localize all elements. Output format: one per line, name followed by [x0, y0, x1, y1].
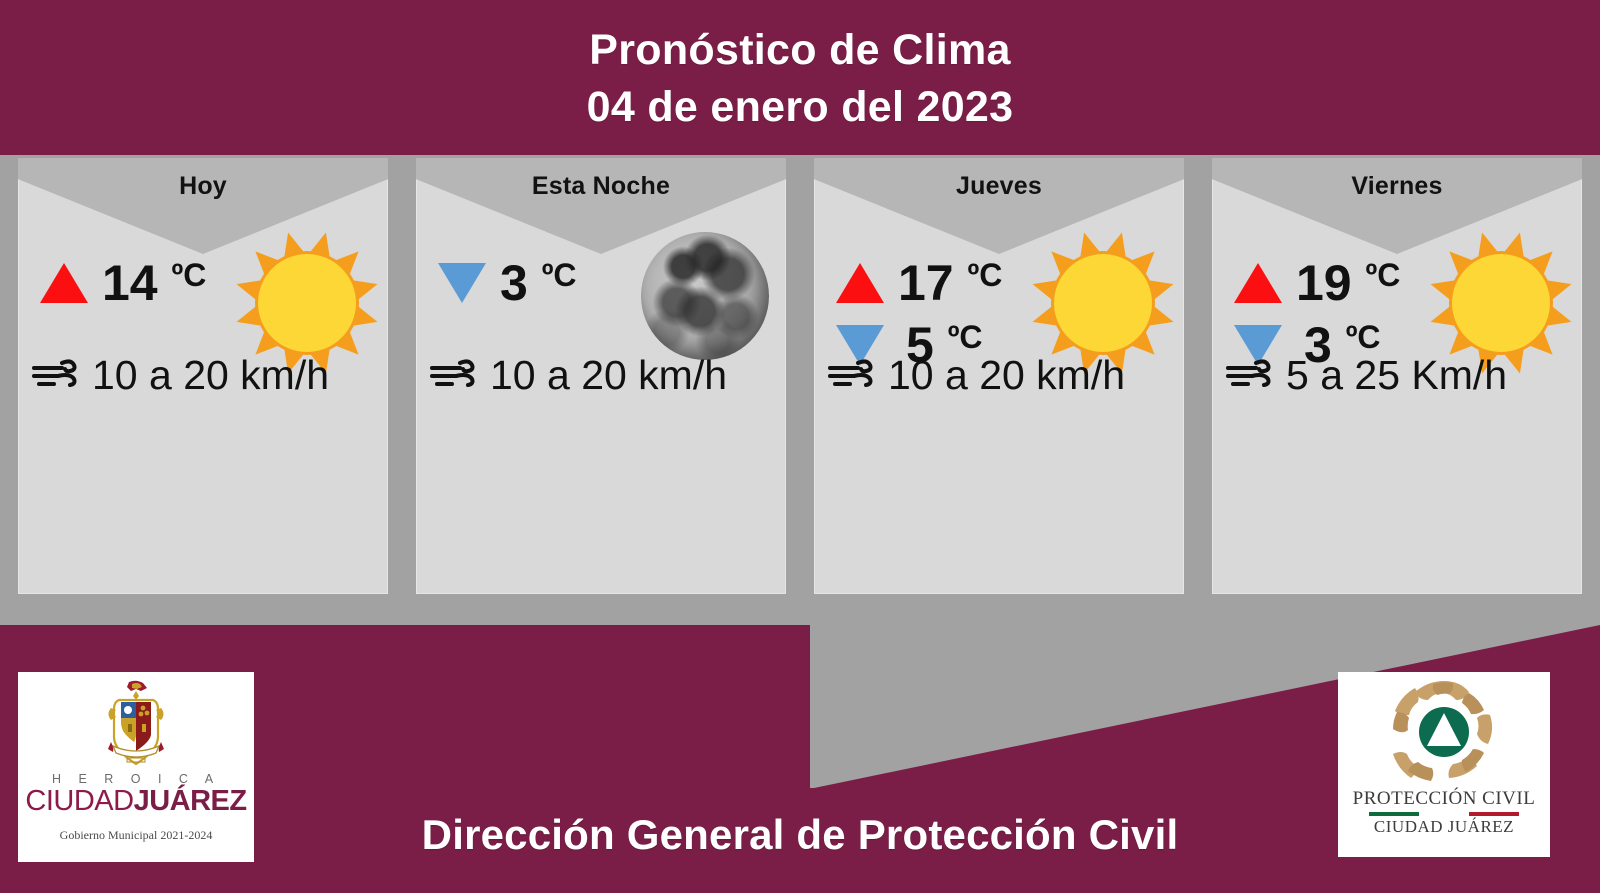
weather-condition-icon [630, 228, 780, 383]
forecast-card-0: Hoy 14 ºC 10 a 20 km/h [18, 158, 388, 594]
temp-high-up-arrow-icon [1234, 263, 1282, 303]
coat-of-arms-icon [108, 680, 164, 766]
wind-speed-text: 5 a 25 Km/h [1286, 352, 1508, 398]
temperature-row: 14 ºC [40, 252, 255, 314]
temperature-row: 3 ºC [438, 252, 653, 314]
temperature-value: 14 ºC [102, 258, 206, 308]
wind-row: 10 a 20 km/h [18, 355, 388, 396]
logo-gobierno-text: Gobierno Municipal 2021-2024 [59, 828, 213, 842]
temperature-number: 3 [500, 255, 528, 311]
forecast-card-2: Jueves 17 ºC 5 ºC 10 a 20 km/h [814, 158, 1184, 594]
weather-condition-icon [1426, 228, 1576, 383]
temperature-number: 5 [906, 317, 934, 373]
temperature-unit: ºC [947, 319, 983, 355]
sun-icon [1028, 228, 1178, 378]
card-day-title: Hoy [179, 172, 227, 200]
temperature-zone: 3 ºC [416, 244, 786, 379]
logo-heroica-text: H E R O I C A [51, 772, 221, 786]
temp-low-down-arrow-icon [836, 325, 884, 365]
temperature-number: 17 [898, 255, 954, 311]
temp-high-up-arrow-icon [836, 263, 884, 303]
temperature-zone: 17 ºC 5 ºC [814, 244, 1184, 379]
weather-condition-icon [232, 228, 382, 383]
card-day-title: Jueves [956, 172, 1042, 200]
wind-speed-text: 10 a 20 km/h [490, 352, 728, 398]
sun-core [1054, 254, 1152, 352]
forecast-card-1: Esta Noche 3 ºC 10 a 20 km/h [416, 158, 786, 594]
wind-row: 10 a 20 km/h [416, 355, 786, 396]
temperature-unit: ºC [171, 257, 207, 293]
weather-condition-icon [1028, 228, 1178, 383]
moon-icon [641, 232, 769, 360]
sun-core [1452, 254, 1550, 352]
footer-title: Dirección General de Protección Civil [421, 811, 1179, 858]
sun-core [258, 254, 356, 352]
temp-low-down-arrow-icon [438, 263, 486, 303]
page-title-line1: Pronóstico de Clima [589, 26, 1011, 74]
logo-juarez-text: JUÁREZ [133, 785, 248, 817]
temperature-unit: ºC [541, 257, 577, 293]
pc-title-text: PROTECCIÓN CIVIL [1352, 788, 1536, 809]
temperature-value: 3 ºC [500, 258, 577, 308]
temperature-value: 3 ºC [1304, 320, 1381, 370]
proteccion-civil-logo: PROTECCIÓN CIVIL CIUDAD JUÁREZ [1338, 672, 1550, 857]
temperature-row: 5 ºC [836, 314, 1051, 376]
temperature-number: 3 [1304, 317, 1332, 373]
wind-icon [430, 358, 475, 387]
sun-icon [1426, 228, 1576, 378]
wind-icon [1226, 358, 1271, 387]
temperature-value: 19 ºC [1296, 258, 1400, 308]
temperature-value: 5 ºC [906, 320, 983, 370]
forecast-cards-row: Hoy 14 ºC 10 a 20 km/h Esta Noche 3 ºC 10 a 2… [0, 158, 1600, 594]
wind-row: 10 a 20 km/h [814, 355, 1184, 396]
temperature-row: 3 ºC [1234, 314, 1449, 376]
temp-high-up-arrow-icon [40, 263, 88, 303]
header-banner: Pronóstico de Clima 04 de enero del 2023 [0, 0, 1600, 155]
wind-icon [32, 358, 77, 387]
wind-speed-text: 10 a 20 km/h [888, 352, 1126, 398]
card-day-title: Esta Noche [531, 172, 671, 200]
temperature-number: 14 [102, 255, 158, 311]
mexican-flag-bar-icon [1369, 812, 1519, 816]
temperature-zone: 19 ºC 3 ºC [1212, 244, 1582, 379]
temperature-value: 17 ºC [898, 258, 1002, 308]
temperature-unit: ºC [1365, 257, 1401, 293]
logo-ciudad-text: CIUDAD [25, 785, 134, 817]
ciudad-juarez-logo: H E R O I C A CIUDADJUÁREZ Gobierno Muni… [18, 672, 254, 862]
pc-subtitle-text: CIUDAD JUÁREZ [1373, 817, 1515, 836]
forecast-card-3: Viernes 19 ºC 3 ºC 5 a 25 Km/h [1212, 158, 1582, 594]
temperature-row: 17 ºC [836, 252, 1051, 314]
temp-low-down-arrow-icon [1234, 325, 1282, 365]
temperature-unit: ºC [967, 257, 1003, 293]
temperature-row: 19 ºC [1234, 252, 1449, 314]
wind-row: 5 a 25 Km/h [1212, 355, 1582, 396]
sun-icon [232, 228, 382, 378]
temperature-number: 19 [1296, 255, 1352, 311]
civil-protection-emblem-icon [1393, 681, 1493, 781]
logo-city-text: CIUDADJUÁREZ [25, 785, 248, 817]
temperature-unit: ºC [1345, 319, 1381, 355]
page-title-line2: 04 de enero del 2023 [586, 82, 1014, 131]
card-day-title: Viernes [1351, 172, 1443, 200]
wind-speed-text: 10 a 20 km/h [92, 352, 330, 398]
wind-icon [828, 358, 873, 387]
temperature-zone: 14 ºC [18, 244, 388, 379]
